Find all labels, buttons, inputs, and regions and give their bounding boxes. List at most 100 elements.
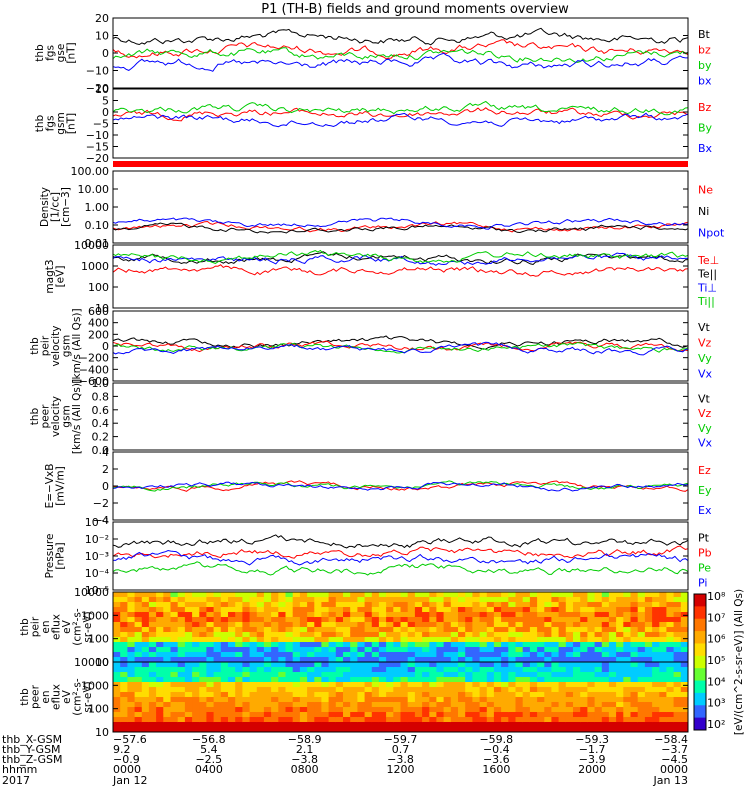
spectrogram-cell — [573, 607, 581, 613]
spectrogram-cell — [616, 612, 624, 618]
spectrogram-cell — [515, 667, 524, 673]
spectrogram-cell — [371, 617, 380, 623]
spectrogram-cell — [529, 607, 538, 613]
spectrogram-cell — [644, 597, 653, 603]
spectrogram-cell — [350, 592, 358, 598]
spectrogram-cell — [335, 617, 344, 623]
spectrogram-cell — [652, 717, 660, 723]
spectrogram-cell — [486, 627, 495, 633]
spectrogram-cell — [148, 707, 157, 713]
spectrogram-cell — [637, 647, 646, 653]
spectrogram-cell — [436, 677, 445, 683]
spectrogram-cell — [616, 722, 624, 728]
spectrogram-cell — [393, 647, 401, 653]
spectrogram-cell — [141, 647, 150, 653]
y-axis-label: peir — [30, 616, 42, 637]
spectrogram-cell — [184, 677, 193, 683]
spectrogram-cell — [486, 722, 495, 728]
spectrogram-cell — [594, 712, 603, 718]
spectrogram-cell — [256, 682, 265, 688]
spectrogram-cell — [429, 672, 437, 678]
spectrogram-cell — [213, 607, 222, 613]
spectrogram-cell — [249, 622, 258, 628]
spectrogram-cell — [242, 682, 251, 688]
spectrogram-cell — [228, 662, 236, 668]
spectrogram-cell — [134, 692, 143, 698]
spectrogram-cell — [407, 687, 416, 693]
legend-vt: Vt — [698, 321, 711, 334]
spectrogram-cell — [350, 682, 358, 688]
spectrogram-cell — [465, 707, 473, 713]
spectrogram-cell — [235, 662, 243, 668]
spectrogram-cell — [393, 707, 401, 713]
spectrogram-cell — [321, 667, 330, 673]
spectrogram-cell — [472, 627, 481, 633]
spectrogram-cell — [213, 652, 222, 658]
spectrogram-cell — [285, 632, 294, 638]
spectrogram-cell — [644, 672, 653, 678]
spectrogram-cell — [343, 612, 351, 618]
spectrogram-cell — [156, 722, 164, 728]
spectrogram-cell — [371, 697, 380, 703]
spectrogram-cell — [472, 617, 481, 623]
spectrogram-cell — [314, 727, 322, 733]
spectrogram-cell — [608, 652, 617, 658]
legend-ti: Ti|| — [697, 295, 715, 308]
spectrogram-cell — [170, 702, 179, 708]
spectrogram-cell — [573, 687, 581, 693]
spectrogram-cell — [364, 632, 373, 638]
spectrogram-cell — [393, 667, 401, 673]
spectrogram-cell — [587, 662, 596, 668]
spectrogram-cell — [386, 627, 394, 633]
spectrogram-cell — [371, 647, 380, 653]
spectrogram-cell — [522, 602, 531, 608]
spectrogram-cell — [371, 637, 380, 643]
spectrogram-cell — [321, 677, 330, 683]
spectrogram-cell — [458, 727, 466, 733]
spectrogram-cell — [429, 627, 437, 633]
spectrogram-cell — [522, 637, 531, 643]
spectrogram-cell — [666, 712, 675, 718]
spectrogram-cell — [177, 687, 186, 693]
spectrogram-cell — [680, 612, 689, 618]
spectrogram-cell — [285, 692, 294, 698]
spectrogram-cell — [659, 662, 667, 668]
spectrogram-cell — [407, 672, 416, 678]
spectrogram-cell — [378, 597, 387, 603]
spectrogram-cell — [307, 622, 315, 628]
spectrogram-cell — [177, 652, 186, 658]
spectrogram-cell — [573, 637, 581, 643]
spectrogram-cell — [422, 687, 430, 693]
spectrogram-cell — [335, 612, 344, 618]
spectrogram-cell — [580, 682, 588, 688]
spectrogram-cell — [184, 627, 193, 633]
spectrogram-cell — [558, 592, 567, 598]
spectrogram-cell — [228, 672, 236, 678]
spectrogram-cell — [544, 672, 552, 678]
spectrogram-cell — [256, 627, 265, 633]
spectrogram-cell — [623, 657, 631, 663]
spectrogram-cell — [206, 687, 215, 693]
spectrogram-cell — [177, 622, 186, 628]
spectrogram-cell — [378, 692, 387, 698]
spectrogram-cell — [429, 597, 437, 603]
spectrogram-cell — [199, 592, 207, 598]
spectrogram-cell — [680, 697, 689, 703]
spectrogram-cell — [450, 722, 459, 728]
spectrogram-cell — [364, 607, 373, 613]
spectrogram-cell — [508, 692, 516, 698]
spectrogram-cell — [436, 642, 445, 648]
spectrogram-cell — [508, 727, 516, 733]
spectrogram-cell — [580, 712, 588, 718]
spectrogram-cell — [163, 672, 171, 678]
spectrogram-cell — [443, 622, 452, 628]
spectrogram-cell — [666, 622, 675, 628]
spectrogram-cell — [335, 702, 344, 708]
series-bz — [112, 39, 689, 60]
spectrogram-cell — [479, 627, 488, 633]
y-tick-label: 0 — [102, 480, 109, 493]
spectrogram-cell — [529, 727, 538, 733]
spectrogram-cell — [644, 652, 653, 658]
spectrogram-cell — [321, 602, 330, 608]
spectrogram-cell — [479, 617, 488, 623]
